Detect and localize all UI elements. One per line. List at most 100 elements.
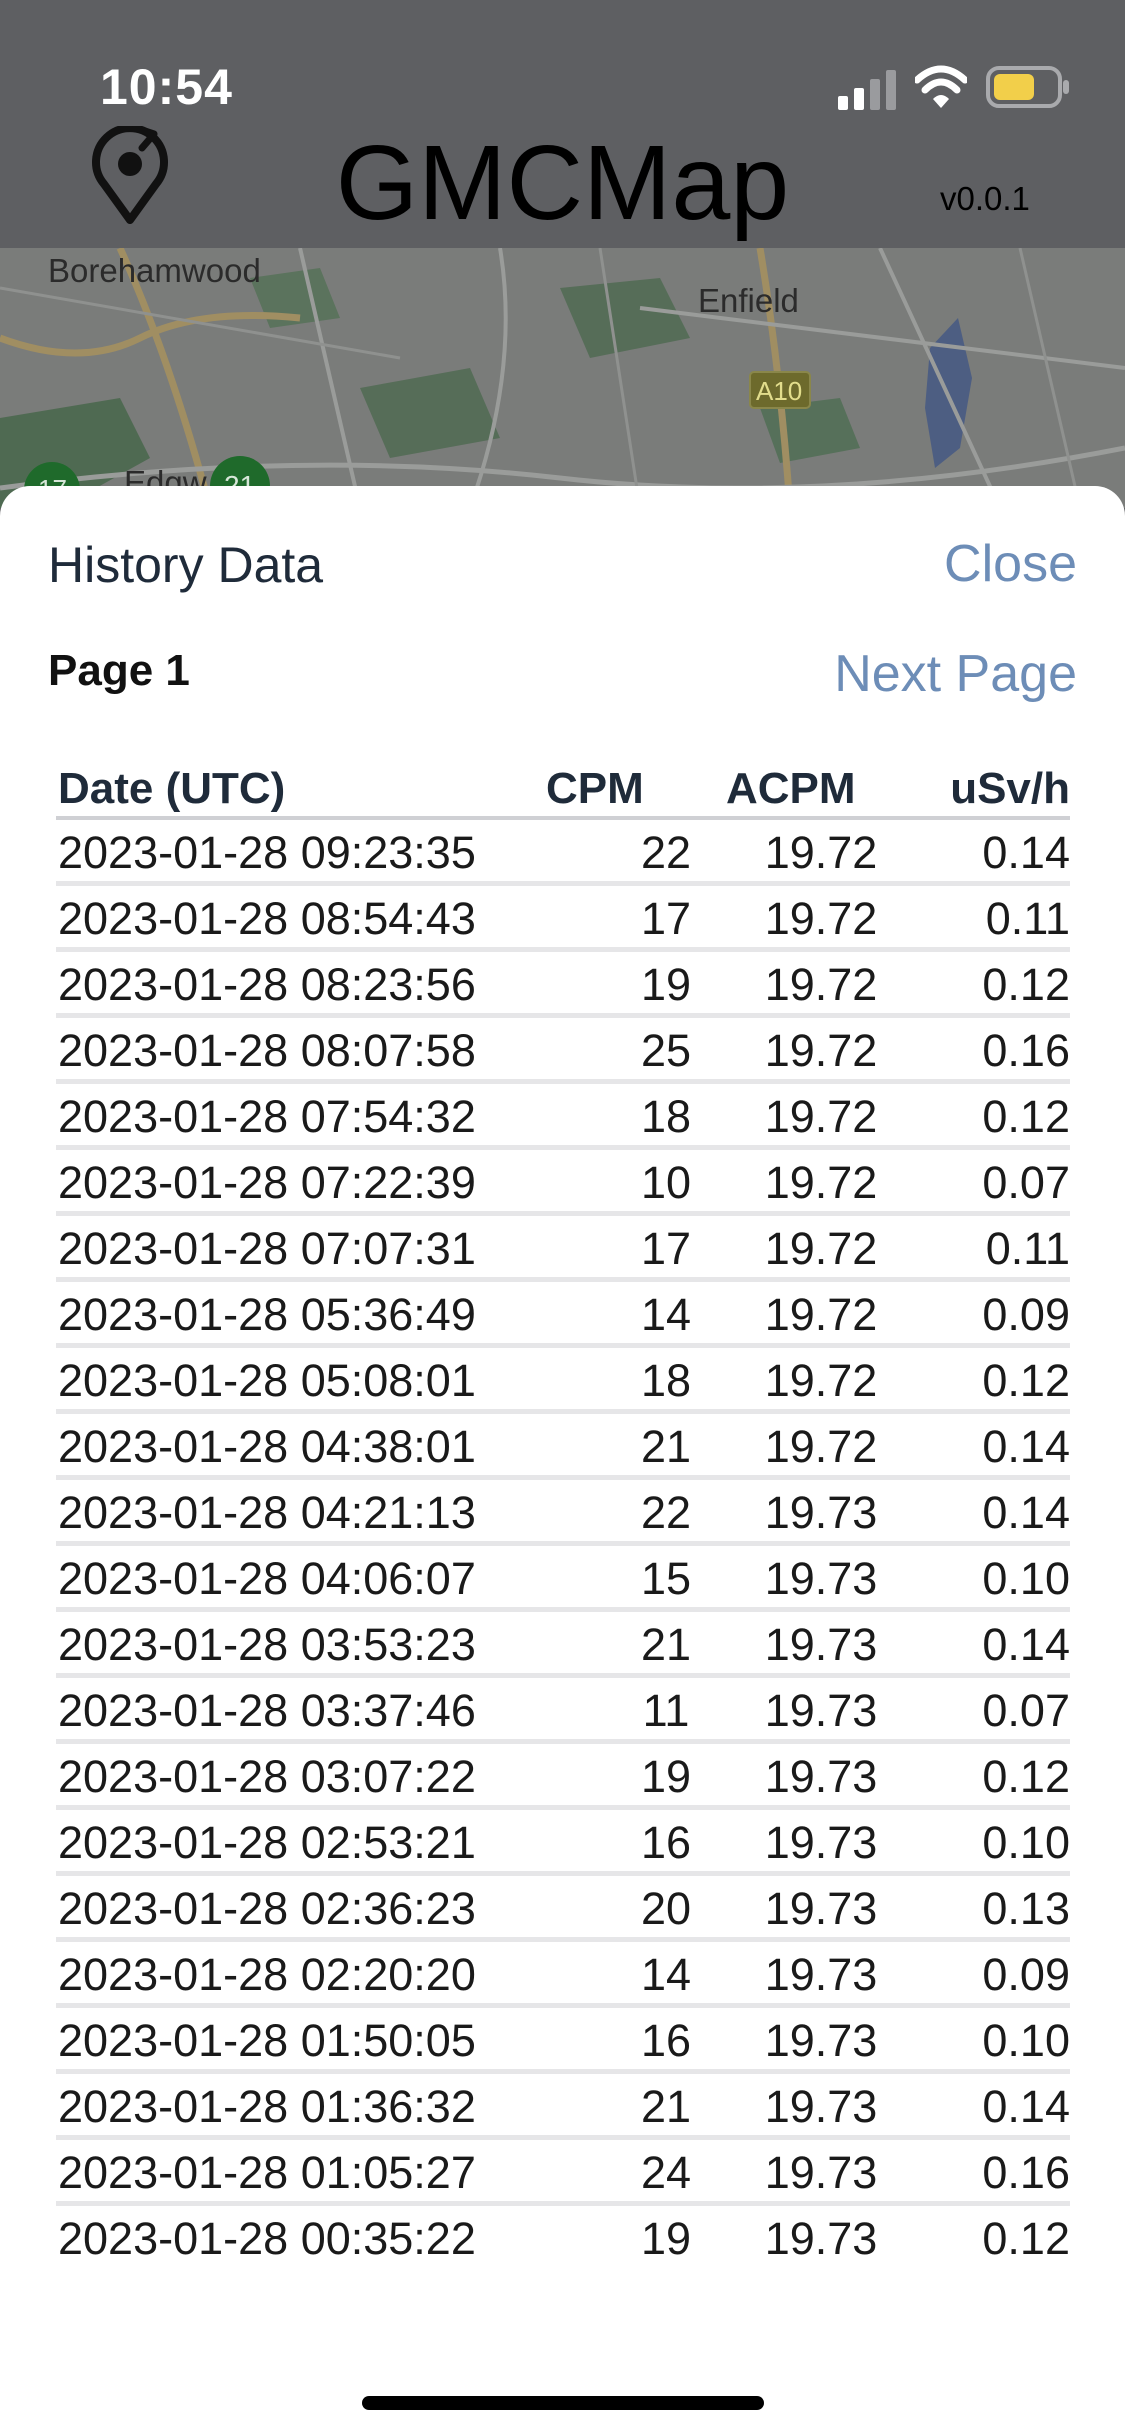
cell-date: 2023-01-28 07:22:39 [58,1157,476,1208]
cell-cpm: 18 [640,1091,692,1142]
table-row: 2023-01-28 03:37:46 11 19.73 0.07 [56,1673,1070,1739]
cell-cpm: 22 [640,1487,692,1538]
cell-usvh: 0.09 [982,1949,1070,2000]
cell-usvh: 0.10 [982,1817,1070,1868]
cell-cpm: 11 [642,1685,690,1736]
recenter-location-icon[interactable] [84,126,176,226]
table-row: 2023-01-28 01:36:32 21 19.73 0.14 [56,2069,1070,2135]
battery-icon [986,66,1069,108]
cell-usvh: 0.12 [982,2213,1070,2264]
cell-acpm: 19.73 [764,1619,878,1670]
cell-acpm: 19.72 [764,959,878,1010]
cell-acpm: 19.73 [764,1685,878,1736]
cell-acpm: 19.73 [764,1553,878,1604]
cell-date: 2023-01-28 03:37:46 [58,1685,476,1736]
table-body: 2023-01-28 09:23:35 22 19.72 0.14 2023-01-28… [56,816,1070,2267]
app-header: 10:54 GMCMap v0.0.1 [0,0,1125,248]
cell-usvh: 0.14 [982,1619,1070,1670]
column-header-cpm: CPM [546,764,644,813]
history-sheet: History Data Close Page 1 Next Page Date… [0,486,1125,2436]
table-row: 2023-01-28 01:05:27 24 19.73 0.16 [56,2135,1070,2201]
cell-usvh: 0.12 [982,1751,1070,1802]
cell-date: 2023-01-28 07:07:31 [58,1223,476,1274]
wifi-icon [915,65,967,108]
cell-date: 2023-01-28 04:06:07 [58,1553,476,1604]
cell-date: 2023-01-28 00:35:22 [58,2213,476,2264]
signal-icon [838,70,896,110]
sheet-title: History Data [48,537,324,593]
cell-acpm: 19.73 [764,2015,878,2066]
table-row: 2023-01-28 08:07:58 25 19.72 0.16 [56,1013,1070,1079]
cell-cpm: 22 [640,827,692,878]
map-label-enfield: Enfield [698,282,799,319]
cell-usvh: 0.10 [982,2015,1070,2066]
cell-acpm: 19.72 [764,1157,878,1208]
cell-acpm: 19.72 [764,1025,878,1076]
table-row: 2023-01-28 01:50:05 16 19.73 0.10 [56,2003,1070,2069]
cell-cpm: 17 [640,1223,692,1274]
cell-acpm: 19.72 [764,1289,878,1340]
cell-cpm: 18 [640,1355,692,1406]
cell-cpm: 19 [640,1751,692,1802]
table-row: 2023-01-28 05:08:01 18 19.72 0.12 [56,1343,1070,1409]
next-page-button[interactable]: Next Page [834,645,1077,703]
cell-usvh: 0.10 [982,1553,1070,1604]
cell-cpm: 24 [640,2147,692,2198]
column-header-usvh: uSv/h [950,764,1070,813]
cell-date: 2023-01-28 01:36:32 [58,2081,476,2132]
cell-cpm: 21 [640,2081,692,2132]
cell-date: 2023-01-28 01:50:05 [58,2015,476,2066]
cell-date: 2023-01-28 05:36:49 [58,1289,476,1340]
column-header-date: Date (UTC) [58,764,286,813]
cell-date: 2023-01-28 07:54:32 [58,1091,476,1142]
cell-acpm: 19.72 [764,1355,878,1406]
cell-cpm: 17 [640,893,692,944]
cell-usvh: 0.16 [982,1025,1070,1076]
map-view[interactable]: Borehamwood Enfield A10 Edgw 17 21 [0,248,1125,508]
cell-date: 2023-01-28 02:53:21 [58,1817,476,1868]
table-row: 2023-01-28 09:23:35 22 19.72 0.14 [56,816,1070,881]
close-button[interactable]: Close [944,535,1077,593]
cell-usvh: 0.14 [982,827,1070,878]
column-header-acpm: ACPM [726,764,856,813]
cell-usvh: 0.12 [982,959,1070,1010]
cell-date: 2023-01-28 05:08:01 [58,1355,476,1406]
map-label-borehamwood: Borehamwood [48,252,261,289]
cell-acpm: 19.73 [764,1817,878,1868]
app-version: v0.0.1 [940,180,1030,217]
table-row: 2023-01-28 04:38:01 21 19.72 0.14 [56,1409,1070,1475]
table-header: Date (UTC) CPM ACPM uSv/h [56,756,1070,816]
table-row: 2023-01-28 02:20:20 14 19.73 0.09 [56,1937,1070,2003]
cell-acpm: 19.73 [764,1949,878,2000]
cell-date: 2023-01-28 04:38:01 [58,1421,476,1472]
cell-usvh: 0.11 [985,1223,1070,1274]
cell-acpm: 19.72 [764,1223,878,1274]
cell-date: 2023-01-28 03:53:23 [58,1619,476,1670]
cell-date: 2023-01-28 04:21:13 [58,1487,476,1538]
table-row: 2023-01-28 07:07:31 17 19.72 0.11 [56,1211,1070,1277]
cell-cpm: 21 [640,1421,692,1472]
cell-usvh: 0.14 [982,1421,1070,1472]
map-background [0,248,1125,508]
cell-usvh: 0.12 [982,1091,1070,1142]
map-label-a10: A10 [756,376,803,406]
table-row: 2023-01-28 04:21:13 22 19.73 0.14 [56,1475,1070,1541]
cell-cpm: 16 [640,2015,692,2066]
cell-acpm: 19.72 [764,1421,878,1472]
cell-cpm: 14 [640,1949,692,2000]
cell-date: 2023-01-28 08:54:43 [58,893,476,944]
app-title: GMCMap [335,124,790,242]
cell-acpm: 19.73 [764,2081,878,2132]
cell-cpm: 19 [640,959,692,1010]
cell-cpm: 25 [640,1025,692,1076]
cell-date: 2023-01-28 02:20:20 [58,1949,476,2000]
cell-acpm: 19.73 [764,2213,878,2264]
cell-usvh: 0.07 [982,1685,1070,1736]
cell-usvh: 0.09 [982,1289,1070,1340]
home-indicator[interactable] [362,2396,764,2410]
cell-cpm: 15 [640,1553,692,1604]
cell-cpm: 16 [640,1817,692,1868]
page-label: Page 1 [48,646,190,695]
table-row: 2023-01-28 04:06:07 15 19.73 0.10 [56,1541,1070,1607]
history-table: Date (UTC) CPM ACPM uSv/h 2023-01-28 09:… [56,756,1070,2267]
